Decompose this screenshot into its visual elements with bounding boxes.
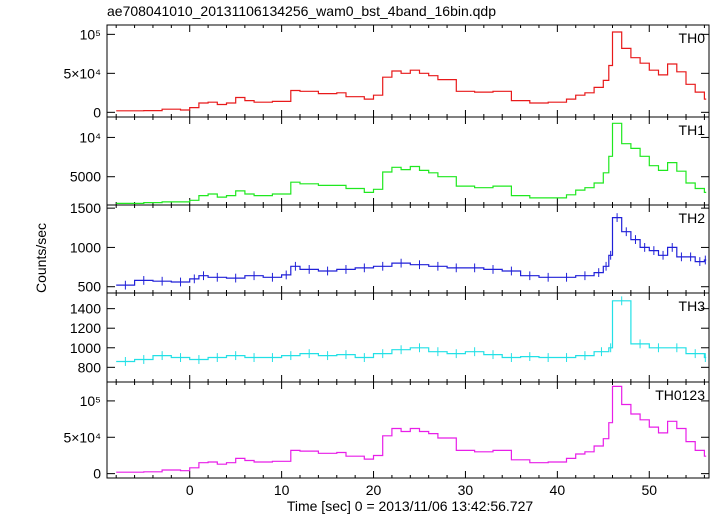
series-line-th0 (116, 31, 707, 112)
y-tick-label: 5×10⁴ (63, 65, 101, 81)
series-line-th3 (116, 300, 707, 363)
x-tick-label: 40 (550, 482, 566, 498)
panel-th3: 800 1000 1200 1400 TH3 (70, 292, 710, 383)
panel-frame (106, 381, 710, 479)
series-label: TH0123 (655, 387, 705, 403)
y-tick-label: 800 (78, 359, 102, 375)
panel-frame (106, 116, 710, 206)
panel-th0: 0 5×10⁴ 10⁵ TH0 (63, 24, 710, 120)
panel-frame (106, 292, 710, 383)
series-label: TH3 (679, 298, 706, 314)
series-label: TH0 (679, 30, 706, 46)
y-tick-label: 1200 (70, 320, 101, 336)
x-tick-label: 20 (366, 482, 382, 498)
x-tick-label: 50 (641, 482, 657, 498)
y-tick-label: 0 (93, 104, 101, 120)
y-tick-label: 1500 (70, 200, 101, 216)
y-tick-label: 5×10⁴ (63, 429, 101, 445)
panel-frame (106, 24, 710, 118)
x-tick-label: 30 (458, 482, 474, 498)
panel-th2: 500 1000 1500 TH2 (70, 200, 710, 295)
panel-th0123: 0 5×10⁴ 10⁵ TH0123 (63, 381, 710, 482)
series-line-th0123 (116, 385, 707, 473)
series-line-th1 (116, 122, 707, 204)
x-axis-label: Time [sec] 0 = 2013/11/06 13:42:56.727 (287, 498, 534, 514)
y-tick-label: 1000 (70, 340, 101, 356)
y-tick-label: 10⁵ (80, 393, 101, 409)
series-line-th2 (116, 217, 707, 286)
y-tick-label: 10⁵ (80, 26, 101, 42)
y-axis-label: Counts/sec (33, 223, 49, 293)
y-tick-label: 5000 (70, 169, 101, 185)
x-tick-label: 10 (274, 482, 290, 498)
y-tick-label: 500 (78, 279, 102, 295)
y-tick-label: 1000 (70, 239, 101, 255)
panel-th1: 5000 10⁴ TH1 (70, 116, 710, 206)
series-label: TH2 (679, 210, 706, 226)
y-tick-label: 0 (93, 466, 101, 482)
x-tick-label: 0 (186, 482, 194, 498)
series-label: TH1 (679, 122, 706, 138)
y-tick-label: 1400 (70, 301, 101, 317)
chart-title: ae708041010_20131106134256_wam0_bst_4ban… (107, 3, 496, 19)
y-tick-label: 10⁴ (79, 129, 101, 145)
